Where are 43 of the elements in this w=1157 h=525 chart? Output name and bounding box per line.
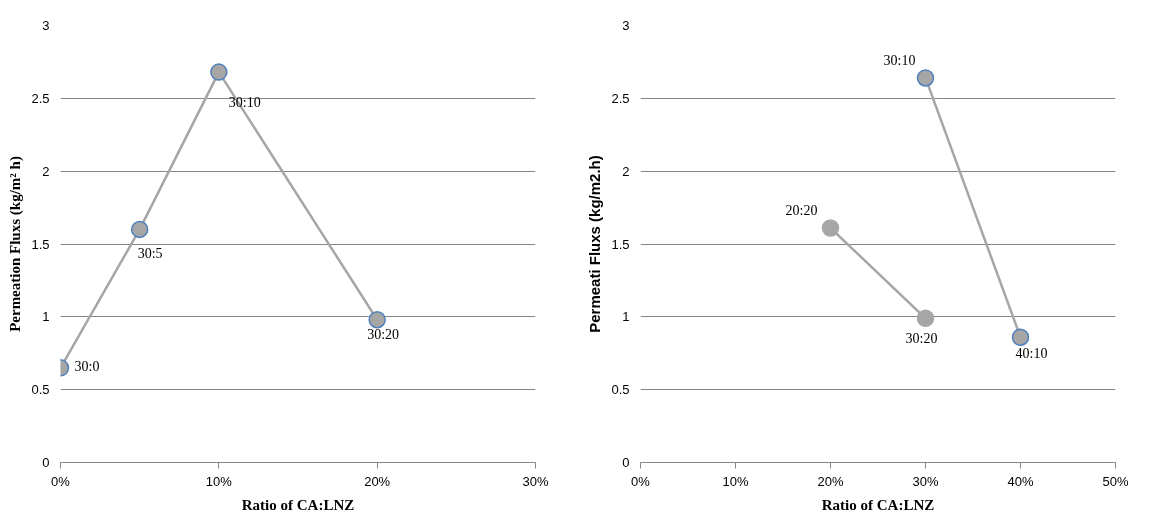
- x-tick-label: 0%: [51, 473, 71, 489]
- x-tick-label: 30%: [522, 473, 549, 489]
- x-tick-label: 30%: [912, 473, 939, 489]
- y-tick-label: 2.5: [611, 90, 630, 106]
- x-tick-label: 20%: [364, 473, 391, 489]
- y-tick-label: 3: [42, 18, 50, 33]
- annotation: 40:10: [1015, 346, 1048, 362]
- y-tick-label: 0.5: [31, 382, 50, 398]
- point: [821, 219, 840, 237]
- point: [368, 311, 386, 329]
- y-tick-label: 0: [622, 455, 630, 470]
- point: [916, 69, 935, 87]
- annotation: 30:10: [228, 95, 261, 111]
- y-tick-label: 1: [622, 309, 630, 325]
- x-tick-label: 50%: [1102, 473, 1129, 489]
- point: [210, 63, 228, 81]
- y-tick-label: 1.5: [31, 236, 50, 252]
- x-tick-label: 10%: [205, 473, 233, 489]
- y-tick-label: 0: [42, 455, 50, 470]
- annotation: 30:20: [367, 326, 400, 342]
- y-tick-label: 2: [622, 163, 630, 179]
- annotation: 30:20: [905, 331, 938, 347]
- x-axis-title: Ratio of CA:LNZ: [241, 496, 355, 513]
- x-tick-label: 20%: [817, 473, 844, 489]
- point: [916, 309, 935, 328]
- point: [130, 220, 149, 239]
- y-tick-label: 0.5: [611, 382, 630, 398]
- x-tick-label: 40%: [1007, 473, 1034, 489]
- y-tick-label: 3: [622, 18, 630, 33]
- annotation: 30:5: [137, 246, 163, 262]
- point: [1011, 328, 1030, 346]
- annotation: 30:10: [883, 52, 916, 68]
- y-tick-label: 2: [42, 163, 50, 179]
- x-axis-title: Ratio of CA:LNZ: [821, 496, 935, 513]
- y-tick-label: 1: [42, 309, 50, 325]
- annotation: 20:20: [785, 202, 818, 218]
- y-tick-label: 2.5: [31, 90, 50, 106]
- y-tick-label: 1.5: [611, 236, 630, 252]
- y-axis-title: Permeati Fluxs (kg/m2.h): [586, 155, 604, 333]
- y-axis-title: Permeation Fluxs (kg/m² h): [7, 156, 25, 332]
- annotation: 30:0: [74, 358, 100, 374]
- x-tick-label: 0%: [631, 473, 651, 489]
- x-tick-label: 10%: [722, 473, 749, 489]
